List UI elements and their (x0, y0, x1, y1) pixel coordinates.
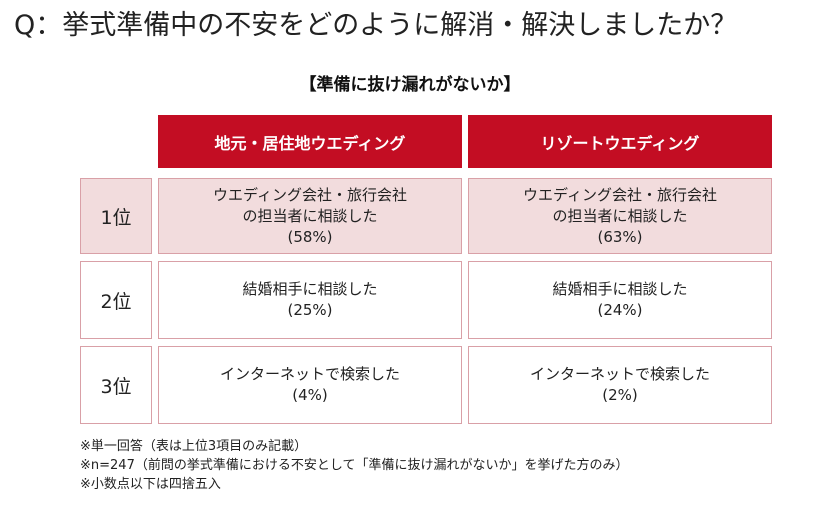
column-header-local: 地元・居住地ウエディング (158, 115, 462, 168)
answer-line: インターネットで検索した (529, 365, 710, 383)
answer-percent: (4%) (292, 386, 328, 404)
answer-percent: (2%) (602, 386, 638, 404)
answer-line: 結婚相手に相談した (552, 280, 688, 298)
cell-local-rank-1: ウエディング会社・旅行会社 の担当者に相談した (58%) (158, 178, 462, 254)
answer-line: の担当者に相談した (552, 206, 688, 225)
answer-line: ウエディング会社・旅行会社 (523, 185, 717, 204)
column-header-resort: リゾートウエディング (468, 115, 772, 168)
question-title: Q：挙式準備中の不安をどのように解消・解決しましたか？ (14, 10, 738, 41)
cell-resort-rank-2: 結婚相手に相談した (24%) (468, 261, 772, 339)
answer-line: の担当者に相談した (242, 206, 378, 225)
rank-cell-2: 2位 (80, 261, 152, 339)
answer-percent: (58%) (287, 227, 333, 246)
answer-percent: (25%) (287, 301, 333, 319)
answer-line: ウエディング会社・旅行会社 (213, 185, 407, 204)
rank-cell-1: 1位 (80, 178, 152, 254)
answer-line: インターネットで検索した (219, 365, 400, 383)
footnote: ※n=247（前問の挙式準備における不安として「準備に抜け漏れがないか」を挙げた… (80, 458, 629, 473)
answer-line: 結婚相手に相談した (242, 280, 378, 298)
cell-local-rank-3: インターネットで検索した (4%) (158, 346, 462, 424)
cell-resort-rank-1: ウエディング会社・旅行会社 の担当者に相談した (63%) (468, 178, 772, 254)
answer-percent: (63%) (597, 227, 643, 246)
footnotes: ※単一回答（表は上位3項目のみ記載） ※n=247（前問の挙式準備における不安と… (80, 437, 810, 494)
answer-percent: (24%) (597, 301, 643, 319)
cell-resort-rank-3: インターネットで検索した (2%) (468, 346, 772, 424)
table-subtitle: 【準備に抜け漏れがないか】 (299, 75, 521, 95)
footnote: ※単一回答（表は上位3項目のみ記載） (80, 439, 308, 454)
footnote: ※小数点以下は四捨五入 (80, 477, 221, 492)
cell-local-rank-2: 結婚相手に相談した (25%) (158, 261, 462, 339)
rank-cell-3: 3位 (80, 346, 152, 424)
